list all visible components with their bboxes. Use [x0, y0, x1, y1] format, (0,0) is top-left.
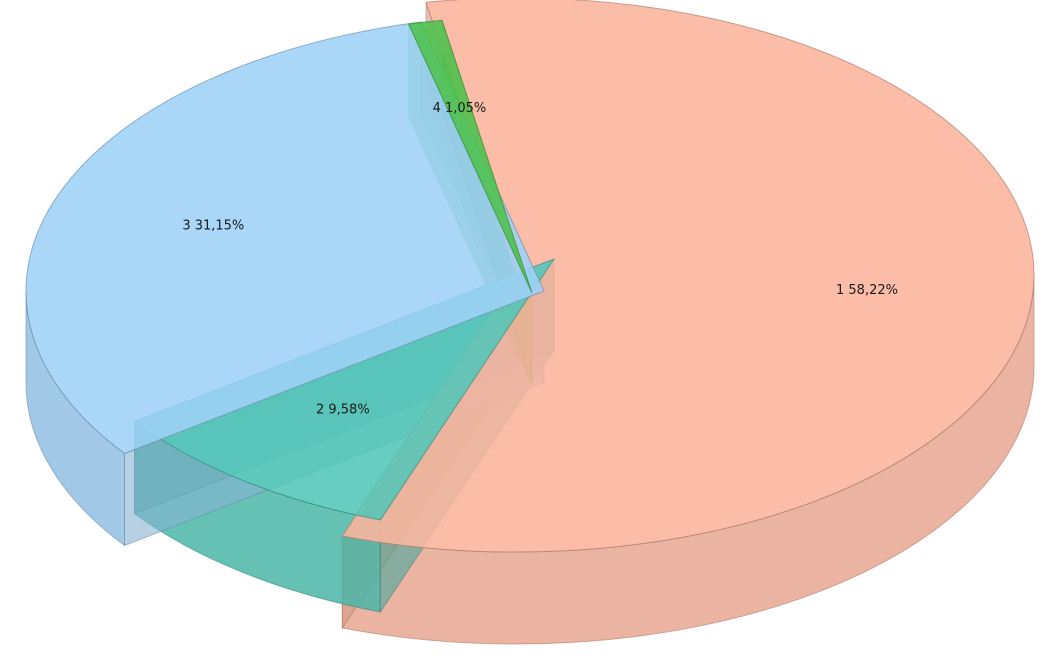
slice-1-label: 1 58,22% — [836, 283, 898, 298]
slice-2-label: 2 9,58% — [316, 402, 370, 417]
pie-top-layer — [25, 0, 1035, 553]
slice-4-top — [407, 19, 533, 294]
slice-1-top — [341, 0, 1035, 553]
slice-3-label: 3 31,15% — [182, 219, 244, 234]
slice-4-label: 4 1,05% — [433, 101, 487, 116]
slice-3-top — [25, 21, 545, 455]
pie-label-layer: 1 58,22% 2 9,58% 3 31,15% 4 1,05% — [182, 101, 898, 417]
